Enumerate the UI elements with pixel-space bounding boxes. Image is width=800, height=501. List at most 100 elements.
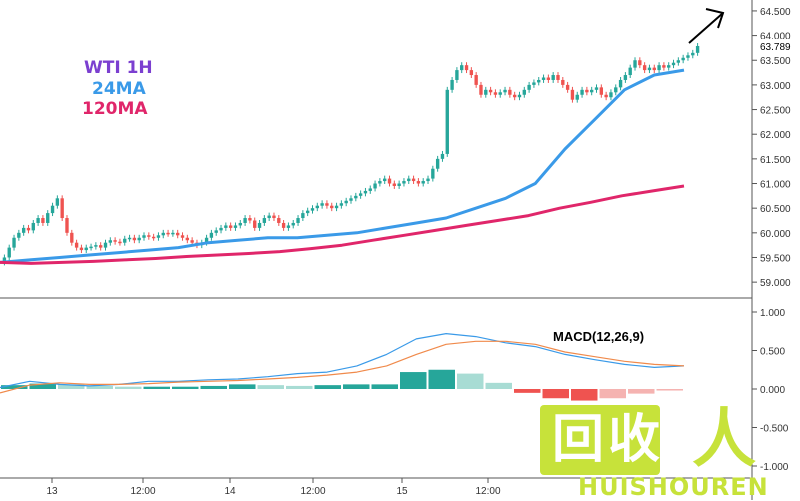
candle-body [551, 75, 555, 80]
candle-body [185, 237, 190, 241]
last-price-box [753, 38, 800, 53]
candle-body [301, 213, 305, 219]
candle-body [281, 222, 286, 228]
candle-body [156, 235, 161, 238]
legend-ma24: 24MA [92, 79, 146, 99]
macd-y-tick-label: -0.500 [760, 424, 789, 435]
macd-histogram-bar [86, 385, 113, 389]
candle-body [662, 65, 666, 68]
macd-histogram-bar [257, 385, 284, 389]
candle-body [79, 247, 84, 251]
candle-body [440, 153, 445, 159]
price-y-tick-label: 59.500 [760, 253, 791, 264]
candle-body [695, 45, 700, 53]
candle-body [296, 218, 300, 223]
macd-histogram-bar [200, 385, 227, 389]
candle-body [228, 225, 233, 228]
macd-histogram-bar [514, 389, 541, 393]
candle-body [638, 60, 642, 66]
candle-body [580, 89, 584, 95]
candle-body [517, 94, 522, 98]
price-y-tick-label: 59.000 [760, 278, 791, 289]
candle-body [46, 213, 50, 223]
price-y-tick-label: 64.000 [760, 32, 791, 43]
macd-y-tick-label: 0.500 [760, 347, 785, 358]
candle-body [2, 257, 7, 263]
macd-histogram-bar [485, 382, 512, 389]
macd-histogram-bar [428, 369, 455, 389]
candle-body [455, 70, 459, 80]
candle-body [421, 181, 425, 184]
macd-y-axis: 1.000 0.500 0.000 -0.500 -1.000 [752, 308, 789, 473]
candle-body [469, 70, 474, 76]
candle-body [354, 195, 358, 199]
candle-body [484, 89, 488, 95]
candle-body [691, 52, 695, 56]
candle-body [277, 218, 281, 223]
candle-body [262, 218, 267, 223]
x-tick-label: 14 [224, 486, 236, 497]
candle-body [127, 237, 132, 240]
candle-body [541, 77, 546, 80]
macd-label: MACD(12,26,9) [553, 329, 644, 344]
legend-ma120: 120MA [82, 99, 148, 119]
candle-body [652, 67, 656, 71]
candle-body [623, 75, 628, 80]
candle-body [344, 200, 348, 204]
candle-body [671, 62, 676, 66]
macd-histogram-bar [571, 389, 598, 401]
candle-body [70, 232, 74, 243]
candle-body [36, 218, 40, 223]
candle-body [628, 67, 632, 76]
candle-body [180, 235, 185, 238]
candle-body [681, 57, 685, 61]
candle-body [373, 183, 377, 189]
candle-body [397, 183, 401, 186]
candle-body [575, 94, 579, 100]
candle-body [387, 178, 392, 184]
candle-body [590, 89, 594, 93]
candle-body [7, 247, 11, 258]
candle-body [233, 225, 238, 228]
candle-body [546, 77, 551, 80]
candle-body [512, 94, 517, 98]
candle-body [253, 220, 257, 228]
candle-body [503, 89, 507, 93]
macd-y-tick-label: -1.000 [760, 462, 789, 473]
macd-histogram-bar [115, 386, 142, 389]
candle-body [132, 237, 137, 241]
candle-body [243, 218, 247, 223]
candle-body [407, 178, 411, 182]
candle-body [508, 89, 512, 95]
macd-histogram-bar [656, 389, 683, 391]
candle-body [137, 237, 141, 241]
candle-body [325, 203, 329, 206]
x-tick-label: 13 [46, 486, 58, 497]
candle-body [219, 227, 223, 231]
candle-body [604, 94, 608, 98]
candle-body [532, 82, 536, 85]
candle-body [657, 65, 661, 71]
candle-body [498, 92, 502, 95]
candle-body [204, 237, 209, 243]
candle-body [363, 190, 368, 194]
candle-body [392, 183, 397, 186]
macd-histogram-bar [628, 389, 655, 394]
candle-body [488, 89, 493, 93]
candle-body [368, 188, 372, 191]
candle-body [214, 230, 218, 233]
candle-body [561, 79, 565, 85]
ma24-line [0, 68, 685, 264]
candle-body [522, 89, 526, 95]
macd-histogram-bar [286, 385, 313, 389]
macd-histogram-bar [143, 386, 170, 389]
candle-body [565, 84, 570, 90]
legend-title: WTI 1H [84, 58, 153, 78]
candle-body [556, 75, 560, 80]
candle-body [17, 232, 21, 238]
candle-body [161, 232, 165, 236]
x-tick-label: 12:00 [130, 486, 155, 497]
candle-body [450, 79, 454, 90]
price-y-tick-label: 62.000 [760, 130, 791, 141]
candle-body [286, 225, 291, 228]
